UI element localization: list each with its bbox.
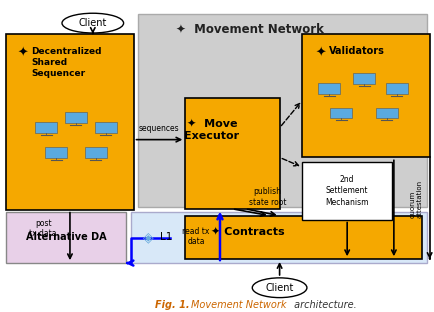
Bar: [185, 98, 279, 209]
Text: ✦  Move
Executor: ✦ Move Executor: [184, 119, 239, 140]
Text: Client: Client: [265, 283, 293, 293]
Text: post
tx data: post tx data: [30, 219, 57, 238]
Text: ✦ Contracts: ✦ Contracts: [210, 227, 284, 236]
Text: Fig. 1.: Fig. 1.: [155, 300, 190, 310]
Text: Alternative DA: Alternative DA: [26, 232, 106, 242]
Text: Decentralized
Shared
Sequencer: Decentralized Shared Sequencer: [31, 47, 102, 78]
Bar: [85, 147, 106, 158]
Text: quorum
attestation: quorum attestation: [409, 180, 422, 218]
Bar: [35, 122, 57, 133]
Text: Movement Network: Movement Network: [191, 300, 286, 310]
Bar: [302, 34, 429, 157]
Text: 2nd
Settlement
Mechanism: 2nd Settlement Mechanism: [325, 175, 368, 207]
Bar: [95, 122, 116, 133]
Text: read tx
data: read tx data: [182, 227, 209, 246]
Ellipse shape: [252, 278, 306, 298]
Text: architecture.: architecture.: [290, 300, 355, 310]
Bar: [45, 147, 67, 158]
Text: L1: L1: [160, 232, 172, 242]
Bar: [65, 112, 87, 123]
Text: ✦  Movement Network: ✦ Movement Network: [175, 22, 323, 36]
Text: Validators: Validators: [329, 46, 384, 56]
Bar: [329, 108, 352, 118]
Text: ✦: ✦: [315, 46, 325, 59]
Bar: [302, 162, 391, 220]
Bar: [130, 212, 426, 263]
Bar: [185, 216, 421, 259]
Bar: [352, 73, 374, 84]
Text: Client: Client: [79, 18, 107, 28]
Text: ◈: ◈: [143, 230, 153, 244]
Bar: [7, 34, 133, 210]
Text: sequences: sequences: [139, 124, 179, 133]
Bar: [7, 212, 125, 263]
Bar: [137, 14, 426, 207]
Bar: [318, 83, 339, 94]
Bar: [385, 83, 407, 94]
Bar: [375, 108, 397, 118]
Text: ✦: ✦: [17, 46, 28, 59]
Text: publish
state root: publish state root: [248, 188, 286, 207]
Ellipse shape: [62, 13, 123, 33]
